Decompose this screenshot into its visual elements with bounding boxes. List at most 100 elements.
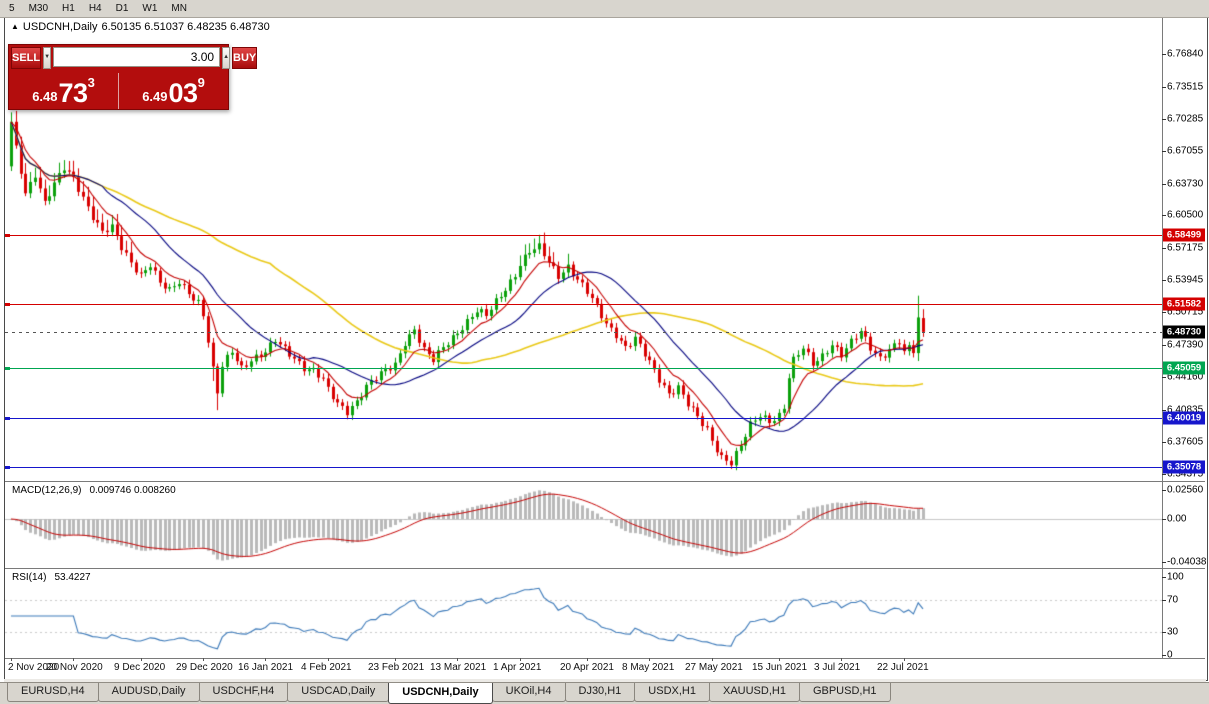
y-axis-tick	[1162, 345, 1166, 346]
trade-controls-row: SELL ▼ ▲ BUY	[9, 45, 258, 71]
level-price-badge: 6.40019	[1163, 411, 1205, 425]
timeframe-button-mn[interactable]: MN	[171, 3, 187, 14]
chart-tab-usdcnh-daily[interactable]: USDCNH,Daily	[388, 683, 493, 704]
buy-price-pip: 9	[197, 75, 205, 90]
macd-axis-label: 0.00	[1167, 513, 1187, 525]
buy-price-display[interactable]: 6.49 03 9	[119, 73, 228, 109]
level-line[interactable]	[5, 304, 1162, 305]
date-label: 13 Mar 2021	[430, 662, 487, 673]
y-axis-label: 6.76840	[1167, 48, 1204, 60]
level-left-marker	[5, 367, 10, 370]
volume-increase-button[interactable]: ▲	[222, 47, 231, 69]
timeframe-button-h1[interactable]: H1	[62, 3, 75, 14]
rsi-axis-tick	[1162, 655, 1166, 656]
date-tick	[779, 658, 780, 661]
chart-tab-dj30-h1[interactable]: DJ30,H1	[564, 683, 636, 702]
macd-values: 0.009746 0.008260	[89, 485, 176, 496]
level-price-badge: 6.51582	[1163, 297, 1205, 311]
trade-price-display: 6.48 73 3 6.49 03 9	[9, 73, 228, 109]
chart-tab-ukoil-h4[interactable]: UKOil,H4	[491, 683, 566, 702]
sell-price-display[interactable]: 6.48 73 3	[9, 73, 119, 109]
chart-tab-usdchf-h4[interactable]: USDCHF,H4	[198, 683, 289, 702]
one-click-trading-panel: SELL ▼ ▲ BUY 6.48 73 3 6.49 03 9	[8, 44, 258, 110]
macd-axis-label: -0.04038	[1167, 556, 1207, 568]
date-tick	[328, 658, 329, 661]
level-left-marker	[5, 303, 10, 306]
level-line[interactable]	[5, 368, 1162, 369]
level-left-marker	[5, 234, 10, 237]
timeframe-button-m30[interactable]: M30	[28, 3, 49, 14]
date-tick	[265, 658, 266, 661]
date-label: 20 Apr 2021	[560, 662, 614, 673]
price-axis-separator	[1162, 18, 1163, 658]
chart-tab-audusd-daily[interactable]: AUDUSD,Daily	[97, 683, 200, 702]
sell-button[interactable]: SELL	[11, 47, 42, 69]
y-axis-label: 6.50715	[1167, 306, 1204, 318]
y-axis-tick	[1162, 442, 1166, 443]
date-label: 8 May 2021	[622, 662, 675, 673]
level-price-badge: 6.58499	[1163, 228, 1205, 242]
panel-separator	[5, 568, 1205, 569]
date-tick	[11, 658, 12, 661]
chart-ohlc-values: 6.50135 6.51037 6.48235 6.48730	[101, 21, 270, 33]
chart-window: ▲ USDCNH,Daily 6.50135 6.51037 6.48235 6.4…	[4, 17, 1208, 681]
timeframe-button-h4[interactable]: H4	[88, 3, 102, 14]
panel-separator	[5, 481, 1205, 482]
rsi-indicator-header: RSI(14) 53.4227	[12, 572, 99, 583]
buy-price-small: 6.49	[142, 89, 168, 104]
y-axis-tick	[1162, 312, 1166, 313]
volume-input[interactable]	[53, 47, 221, 67]
date-label: 3 Jul 2021	[814, 662, 861, 673]
timeframe-button-5[interactable]: 5	[9, 3, 15, 14]
chart-arrow-icon: ▲	[11, 22, 19, 31]
y-axis-label: 6.57175	[1167, 242, 1204, 254]
date-tick	[141, 658, 142, 661]
date-label: 4 Feb 2021	[301, 662, 352, 673]
rsi-axis-label: 100	[1167, 571, 1184, 583]
chart-tab-gbpusd-h1[interactable]: GBPUSD,H1	[798, 683, 891, 702]
rsi-axis-tick	[1162, 577, 1166, 578]
y-axis-label: 6.53945	[1167, 274, 1204, 286]
y-axis-label: 6.37605	[1167, 436, 1204, 448]
level-line[interactable]	[5, 235, 1162, 236]
date-label: 22 Jul 2021	[877, 662, 929, 673]
rsi-canvas[interactable]	[5, 570, 1162, 658]
timeframe-button-w1[interactable]: W1	[142, 3, 158, 14]
sell-price-small: 6.48	[32, 89, 58, 104]
chart-tab-eurusd-h4[interactable]: EURUSD,H4	[7, 683, 99, 702]
date-label: 27 May 2021	[685, 662, 743, 673]
rsi-axis-label: 0	[1167, 649, 1173, 661]
date-label: 16 Jan 2021	[238, 662, 294, 673]
y-axis-tick	[1162, 184, 1166, 185]
rsi-value: 53.4227	[54, 572, 91, 583]
level-price-badge: 6.35078	[1163, 460, 1205, 474]
horizontal-scrollbar[interactable]	[4, 679, 1206, 682]
date-tick	[203, 658, 204, 661]
rsi-axis-label: 70	[1167, 594, 1179, 606]
buy-button[interactable]: BUY	[232, 47, 258, 69]
level-line[interactable]	[5, 467, 1162, 468]
y-axis-label: 6.73515	[1167, 81, 1204, 93]
date-label: 9 Dec 2020	[114, 662, 166, 673]
panel-separator	[5, 658, 1205, 659]
sell-price-pip: 3	[87, 75, 95, 90]
chart-tab-usdx-h1[interactable]: USDX,H1	[634, 683, 710, 702]
macd-label: MACD(12,26,9)	[12, 485, 82, 496]
date-tick	[73, 658, 74, 661]
chart-title: ▲ USDCNH,Daily 6.50135 6.51037 6.48235 6.4…	[11, 21, 274, 33]
date-tick	[587, 658, 588, 661]
level-line[interactable]	[5, 418, 1162, 419]
y-axis-tick	[1162, 215, 1166, 216]
chart-tab-xauusd-h1[interactable]: XAUUSD,H1	[708, 683, 800, 702]
timeframe-button-d1[interactable]: D1	[115, 3, 129, 14]
date-tick	[395, 658, 396, 661]
y-axis-label: 6.47390	[1167, 339, 1204, 351]
current-price-badge: 6.48730	[1163, 325, 1205, 339]
macd-axis-tick	[1162, 519, 1166, 520]
date-tick	[520, 658, 521, 661]
volume-decrease-button[interactable]: ▼	[43, 47, 52, 69]
macd-canvas[interactable]	[5, 483, 1162, 568]
chart-tab-usdcad-daily[interactable]: USDCAD,Daily	[287, 683, 390, 702]
buy-price-big: 03	[168, 78, 199, 108]
rsi-label: RSI(14)	[12, 572, 47, 583]
